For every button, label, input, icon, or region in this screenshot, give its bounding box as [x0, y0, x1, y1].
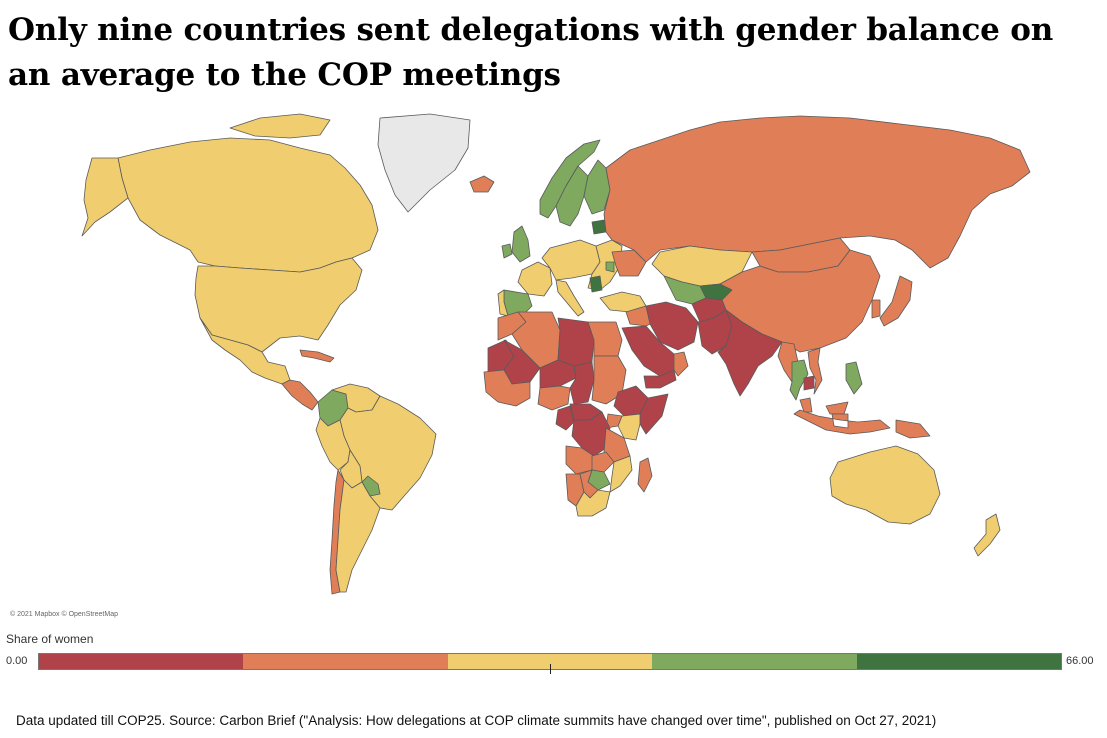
country-oman[interactable]: Oman: [673, 351, 689, 377]
country-latvia[interactable]: Latvia: [591, 219, 607, 235]
country-west-africa[interactable]: West Africa: [483, 369, 531, 407]
country-finland[interactable]: Finland: [583, 159, 611, 215]
country-zambia[interactable]: Zambia: [591, 451, 615, 473]
legend-bin-3: [447, 654, 653, 669]
country-alaska[interactable]: Alaska: [81, 157, 129, 237]
source-note: Data updated till COP25. Source: Carbon …: [16, 713, 937, 728]
chart-title: Only nine countries sent delegations wit…: [8, 12, 1054, 93]
legend-bin-2: [243, 654, 448, 669]
country-canada[interactable]: Canada: [117, 113, 379, 273]
country-cameroon[interactable]: Cameroon: [555, 405, 575, 431]
legend-title: Share of women: [6, 632, 94, 646]
world-map[interactable]: CanadaUnited StatesAlaskaGreenlandMexico…: [0, 108, 1107, 628]
country-iran[interactable]: Iran: [645, 301, 699, 351]
country-italy[interactable]: Italy: [555, 279, 585, 317]
country-nigeria[interactable]: Nigeria: [537, 385, 571, 411]
country-vietnam[interactable]: Vietnam: [807, 347, 823, 395]
country-indonesia[interactable]: Indonesia: [793, 409, 891, 435]
country-iraq[interactable]: Iraq: [625, 305, 651, 327]
country-moldova[interactable]: Moldova: [605, 261, 615, 273]
country-japan[interactable]: Japan: [879, 275, 913, 327]
color-legend: [38, 653, 1062, 670]
country-thailand[interactable]: Thailand: [789, 359, 809, 401]
country-south-africa[interactable]: South Africa: [575, 489, 611, 517]
country-philippines[interactable]: Philippines: [845, 361, 863, 395]
legend-bin-4: [652, 654, 857, 669]
country-madagascar[interactable]: Madagascar: [637, 457, 653, 493]
legend-bin-1: [39, 654, 244, 669]
country-papua-new-guinea[interactable]: Papua New Guinea: [895, 419, 931, 439]
country-sudan[interactable]: Sudan: [591, 355, 627, 405]
country-yemen[interactable]: Yemen: [643, 369, 677, 389]
legend-min-label: 0.00: [6, 655, 28, 667]
country-malaysia[interactable]: Malaysia: [799, 397, 849, 415]
country-greenland[interactable]: Greenland: [377, 113, 471, 213]
country-new-zealand[interactable]: New Zealand: [973, 513, 1001, 557]
country-argentina[interactable]: Argentina: [335, 479, 381, 593]
country-france[interactable]: France: [517, 261, 553, 297]
country-portugal[interactable]: Portugal: [497, 289, 509, 317]
country-united-kingdom[interactable]: United Kingdom: [511, 225, 531, 263]
country-south-korea[interactable]: South Korea: [871, 299, 881, 319]
map-attribution[interactable]: © 2021 Mapbox © OpenStreetMap: [10, 611, 118, 618]
country-serbia[interactable]: Serbia: [589, 275, 603, 293]
country-india[interactable]: India: [717, 309, 783, 397]
country-chad[interactable]: Chad: [569, 361, 595, 405]
country-central-europe[interactable]: Central Europe: [541, 239, 601, 281]
legend-max-label: 66.00: [1066, 655, 1094, 667]
country-cambodia[interactable]: Cambodia: [803, 375, 815, 391]
legend-tick: [550, 664, 551, 674]
country-iceland[interactable]: Iceland: [469, 175, 495, 193]
country-central-america[interactable]: Central America: [281, 379, 319, 411]
legend-bin-5: [856, 654, 1062, 669]
country-libya[interactable]: Libya: [557, 317, 595, 367]
country-cuba[interactable]: Cuba: [299, 349, 335, 363]
country-australia[interactable]: Australia: [829, 445, 941, 525]
country-mozambique[interactable]: Mozambique: [609, 455, 633, 493]
country-ireland[interactable]: Ireland: [501, 243, 513, 259]
